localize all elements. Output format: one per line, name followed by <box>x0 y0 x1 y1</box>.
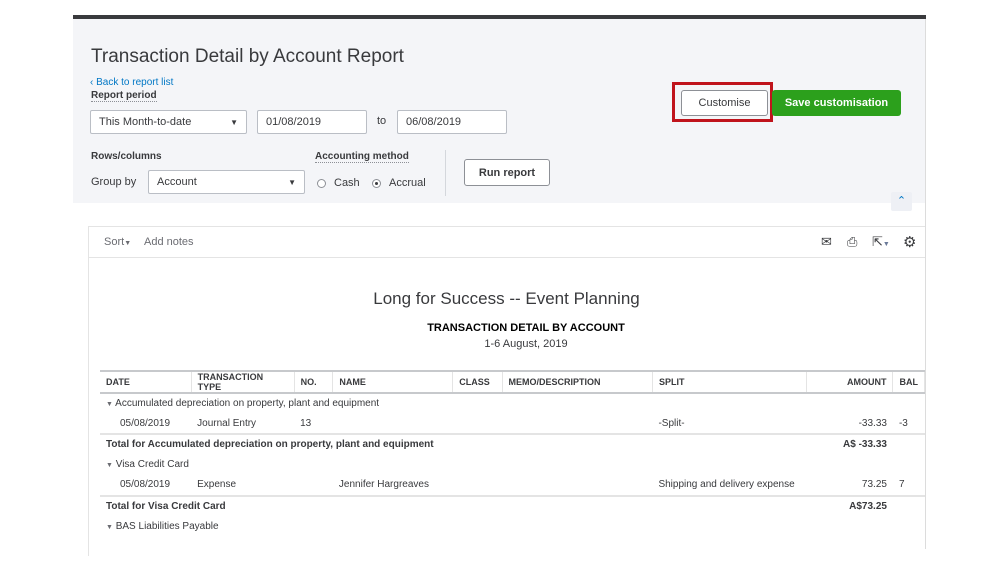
radio-icon[interactable] <box>317 178 326 188</box>
accounting-method-label: Accounting method <box>315 151 409 163</box>
column-header[interactable]: BAL <box>892 370 925 394</box>
table-cell <box>294 475 333 496</box>
table-cell <box>333 414 453 435</box>
sort-label[interactable]: Sort <box>104 236 125 248</box>
table-cell: -33.33 <box>858 417 887 429</box>
caret-down-icon: ▼ <box>288 177 296 187</box>
group-row: ▼ BAS Liabilities Payable <box>100 516 925 537</box>
collapse-chevron-up-icon[interactable]: ⌃ <box>891 192 912 211</box>
table-cell: 13 <box>300 417 312 429</box>
accrual-label: Accrual <box>389 177 426 189</box>
report-period-select[interactable]: This Month-to-date ▼ <box>90 110 247 134</box>
cash-label: Cash <box>334 177 360 189</box>
run-report-button[interactable]: Run report <box>464 159 550 186</box>
customise-button[interactable]: Customise <box>681 90 768 116</box>
table-cell: -Split- <box>658 417 685 429</box>
table-header: DATE TRANSACTION TYPE NO. NAME CLASS MEMO/DES… <box>100 370 925 394</box>
period-value: This Month-to-date <box>99 116 192 128</box>
date-to-value: 06/08/2019 <box>406 116 462 128</box>
column-header[interactable]: CLASS <box>452 370 503 394</box>
table-cell: Jennifer Hargreaves <box>338 479 429 491</box>
group-by-value: Account <box>157 176 197 188</box>
table-cell: 73.25 <box>861 479 887 491</box>
table-cell <box>502 414 652 435</box>
sort-dropdown[interactable]: Sort▼ <box>104 236 131 248</box>
column-header[interactable]: NAME <box>332 370 454 394</box>
table-cell: Shipping and delivery expense <box>658 479 795 491</box>
date-from-input[interactable]: 01/08/2019 <box>257 110 367 134</box>
report-title: TRANSACTION DETAIL BY ACCOUNT <box>427 322 625 334</box>
date-from-value: 01/08/2019 <box>266 116 322 128</box>
column-header[interactable]: SPLIT <box>652 370 808 394</box>
table-cell: 7 <box>898 479 905 491</box>
date-to-input[interactable]: 06/08/2019 <box>397 110 507 134</box>
rows-columns-label: Rows/columns <box>91 151 162 162</box>
back-link[interactable]: ‹ Back to report list <box>90 77 174 88</box>
column-header[interactable]: TRANSACTION TYPE <box>191 370 295 394</box>
column-header[interactable]: NO. <box>294 370 334 394</box>
total-label: Total for Visa Credit Card <box>106 500 226 512</box>
group-by-label: Group by <box>91 176 137 188</box>
back-link-label[interactable]: Back to report list <box>96 77 174 88</box>
radio-accrual[interactable]: Accrual <box>372 177 426 189</box>
total-row: Total for Visa Credit Card A$73.25 <box>100 496 925 517</box>
divider <box>445 150 446 196</box>
radio-cash[interactable]: Cash <box>317 177 360 189</box>
column-header[interactable]: MEMO/DESCRIPTION <box>502 370 653 394</box>
total-amount: A$ -33.33 <box>843 439 887 451</box>
table-cell <box>502 475 652 496</box>
total-row: Total for Accumulated depreciation on pr… <box>100 434 925 455</box>
column-header[interactable]: DATE <box>100 370 192 394</box>
group-row: ▼ Visa Credit Card <box>100 455 925 476</box>
caret-down-icon: ▼ <box>230 117 238 127</box>
divider <box>88 257 925 258</box>
table-cell <box>453 475 502 496</box>
add-notes-link[interactable]: Add notes <box>144 236 194 248</box>
table-cell: Expense <box>197 479 237 491</box>
report-table: DATE TRANSACTION TYPE NO. NAME CLASS MEMO/DES… <box>100 370 925 537</box>
total-amount: A$73.25 <box>849 500 887 512</box>
group-label[interactable]: ▼ Visa Credit Card <box>106 459 189 471</box>
radio-selected-icon[interactable] <box>372 178 381 188</box>
save-customisation-button[interactable]: Save customisation <box>772 90 901 116</box>
group-row: ▼ Accumulated depreciation on property, … <box>100 393 925 414</box>
report-period-label: Report period <box>91 90 157 102</box>
column-header[interactable]: AMOUNT <box>806 370 894 394</box>
gear-icon[interactable]: ⚙ <box>903 234 917 251</box>
export-icon[interactable]: ⇱▼ <box>872 234 890 249</box>
highlight-box <box>672 82 773 122</box>
divider <box>88 226 925 227</box>
page-title: Transaction Detail by Account Report <box>91 46 404 67</box>
print-icon[interactable]: ⎙ <box>847 234 858 249</box>
table-row: 05/08/2019 Journal Entry 13 -Split- -33.33 -3 <box>100 414 925 435</box>
table-cell: -3 <box>898 417 908 429</box>
company-name: Long for Success -- Event Planning <box>373 289 640 308</box>
table-cell: 05/08/2019 <box>120 417 171 429</box>
group-label[interactable]: ▼ Accumulated depreciation on property, … <box>106 398 380 410</box>
report-period: 1-6 August, 2019 <box>484 338 568 350</box>
divider <box>88 226 89 556</box>
table-cell: 05/08/2019 <box>120 479 171 491</box>
table-row: 05/08/2019 Expense Jennifer Hargreaves Ship… <box>100 475 925 496</box>
divider <box>925 19 926 549</box>
caret-down-icon: ▼ <box>124 240 132 247</box>
table-cell: Journal Entry <box>197 417 257 429</box>
top-bar <box>73 15 926 19</box>
group-label[interactable]: ▼ BAS Liabilities Payable <box>106 520 219 532</box>
group-by-select[interactable]: Account ▼ <box>148 170 305 194</box>
total-label: Total for Accumulated depreciation on pr… <box>106 439 434 451</box>
to-label: to <box>377 115 387 127</box>
table-cell <box>453 414 502 435</box>
mail-icon[interactable]: ✉ <box>821 234 832 249</box>
